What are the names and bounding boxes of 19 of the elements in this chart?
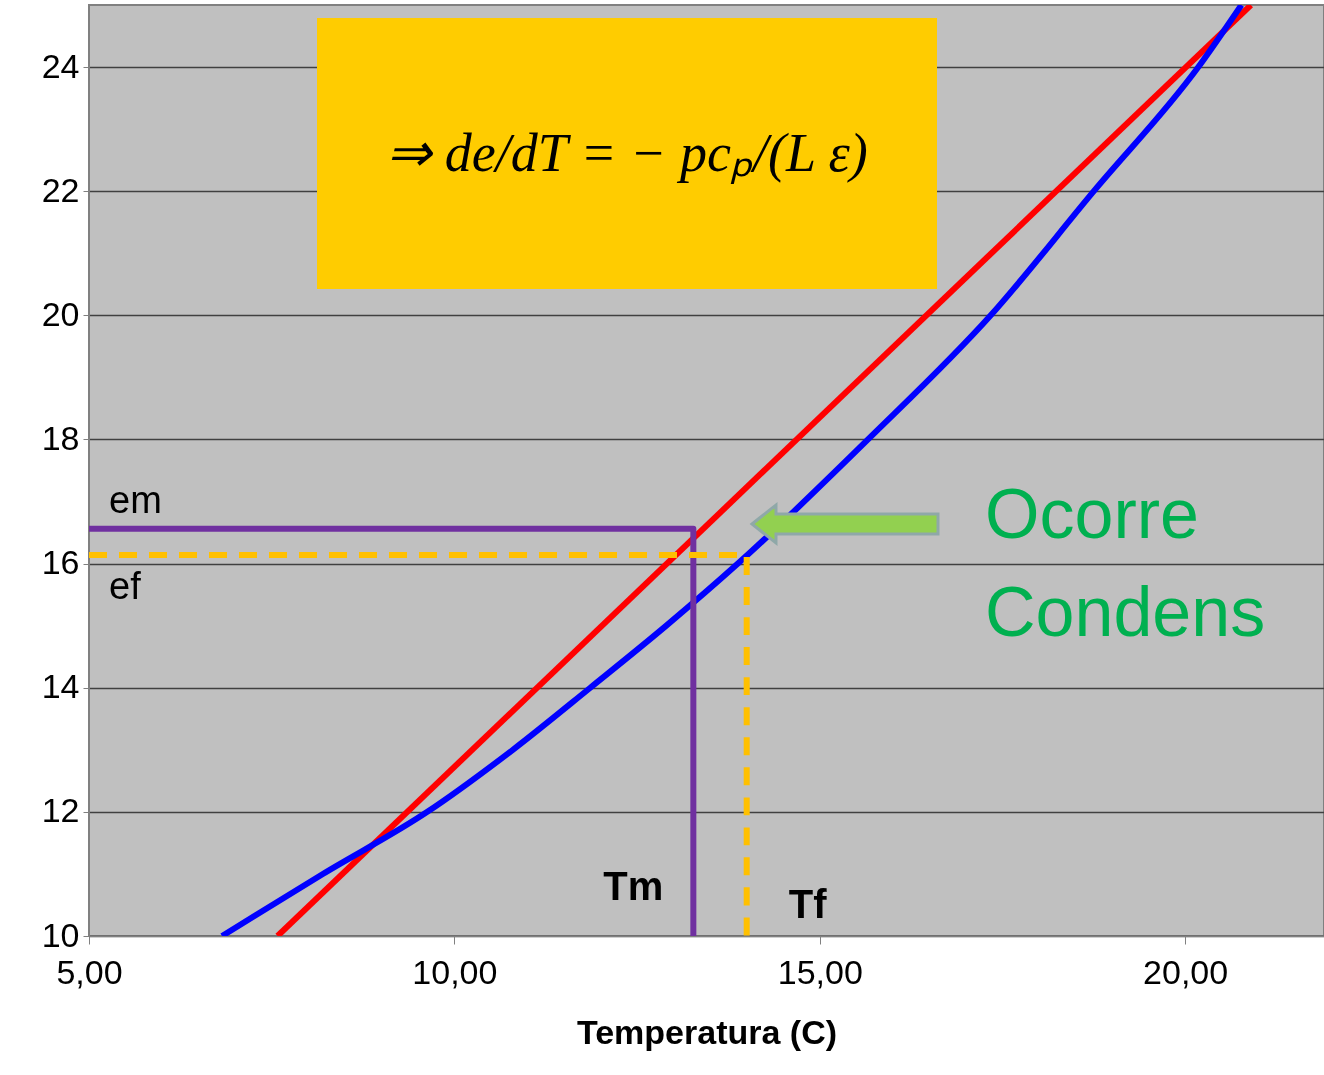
x-tick-label: 5,00 xyxy=(56,952,123,991)
y-tick-label: 20 xyxy=(41,294,80,333)
y-tick-label: 14 xyxy=(41,667,80,706)
y-tick-label: 22 xyxy=(41,170,80,209)
x-tick-label: 10,00 xyxy=(412,952,498,991)
y-tick-label: 18 xyxy=(41,418,80,457)
y-tick-label: 16 xyxy=(41,543,80,582)
x-tick-label: 20,00 xyxy=(1143,952,1229,991)
x-axis-title: Temperatura (C) xyxy=(576,1012,838,1051)
annotation: Tf xyxy=(788,882,828,926)
annotation: em xyxy=(109,478,162,521)
x-tick-label: 15,00 xyxy=(777,952,863,991)
annotation: Ocorre Condens xyxy=(985,475,1266,651)
annotation: ef xyxy=(109,564,142,607)
y-tick-label: 10 xyxy=(41,915,80,954)
annotation: Tm xyxy=(603,864,664,908)
y-tick-label: 12 xyxy=(41,791,80,830)
y-tick-label: 24 xyxy=(41,46,80,85)
annotation: ⇒ de/dT = − pcₚ/(L ε) xyxy=(386,123,868,184)
